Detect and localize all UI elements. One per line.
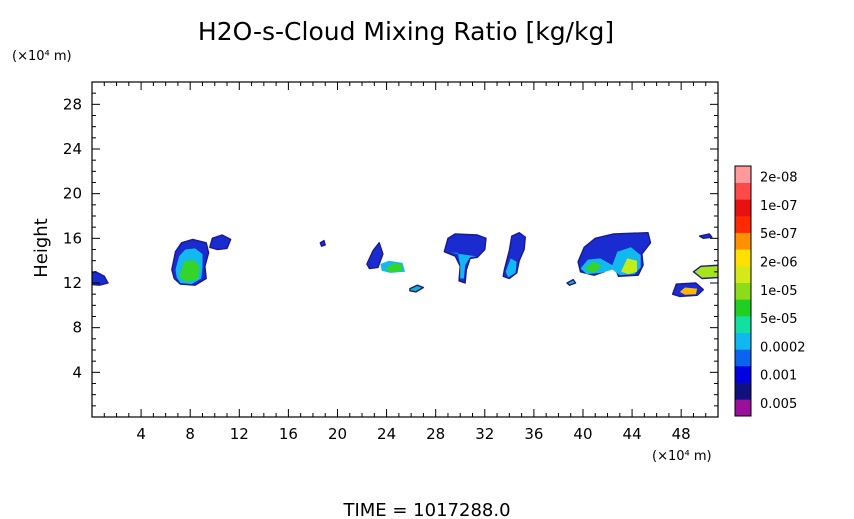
legend-label: 0.001: [760, 369, 797, 384]
legend-swatch: [735, 382, 751, 400]
cloud-field: [92, 231, 718, 298]
cloud-l-band-0: [692, 264, 718, 280]
legend-label: 2e-08: [760, 171, 798, 186]
x-tick-label: 40: [573, 425, 592, 443]
cloud-j-band-0: [566, 278, 577, 286]
y-axis-label: Height: [31, 218, 52, 278]
x-tick-label: 16: [279, 425, 298, 443]
legend-swatch: [735, 349, 751, 367]
cloud-k-band-1: [679, 287, 698, 295]
cloud-c-band-0: [209, 234, 232, 251]
legend-label: 1e-07: [760, 199, 798, 214]
y-tick-label: 8: [72, 319, 82, 337]
y-tick-label: 16: [63, 229, 82, 247]
legend-swatch: [735, 216, 751, 233]
y-unit-label: (×10⁴ m): [12, 49, 72, 64]
cloud-i: [577, 231, 652, 277]
cloud-f-band-0: [409, 284, 425, 293]
cloud-b: [171, 238, 210, 286]
x-tick-label: 24: [377, 425, 396, 443]
cloud-e-band-0: [366, 242, 384, 270]
legend-swatch: [735, 249, 751, 267]
color-legend: 0.005 0.001 0.0002 5e-05 1e-05 2e-06 5e-07 1e-0…: [734, 165, 806, 417]
cloud-i-band-3: [621, 258, 637, 275]
legend-label: 0.005: [760, 397, 797, 412]
cloud-m: [698, 233, 713, 240]
axis-ticks: [92, 82, 718, 417]
cloud-j: [566, 278, 577, 286]
x-tick-label: 32: [475, 425, 494, 443]
legend-label: 0.0002: [760, 340, 806, 355]
time-label: TIME = 1017288.0: [342, 500, 510, 519]
x-unit-label: (×10⁴ m): [652, 449, 712, 464]
legend-swatch: [735, 166, 751, 183]
legend-label: 5e-07: [760, 227, 798, 242]
legend-swatch: [735, 399, 751, 417]
cloud-i-band-2: [584, 261, 602, 273]
cloud-h: [502, 231, 526, 280]
x-tick-labels: 4 8 12 16 20 24 28 32 36 40 44 48: [136, 425, 690, 443]
x-tick-label: 20: [328, 425, 347, 443]
x-tick-label: 48: [672, 425, 691, 443]
chart-title: H2O-s-Cloud Mixing Ratio [kg/kg]: [198, 17, 614, 46]
legend-swatch: [735, 199, 751, 217]
y-tick-label: 20: [63, 185, 82, 203]
cloud-l: [692, 264, 718, 280]
cloud-k: [671, 282, 704, 298]
legend-label: 5e-05: [760, 312, 798, 327]
y-tick-label: 4: [72, 363, 82, 381]
legend-label: 1e-05: [760, 284, 798, 299]
legend-swatch: [735, 332, 751, 350]
cloud-f: [409, 284, 425, 293]
y-tick-label: 12: [63, 274, 82, 292]
cloud-g: [443, 233, 487, 284]
legend-swatch: [735, 266, 751, 283]
y-tick-label: 24: [63, 140, 82, 158]
y-tick-label: 28: [63, 95, 82, 113]
y-tick-labels: 4 8 12 16 20 24 28: [63, 95, 82, 381]
legend-swatch: [735, 366, 751, 383]
cloud-d: [319, 239, 326, 247]
cloud-g-band-1: [450, 252, 477, 279]
cloud-m-band-0: [698, 233, 713, 240]
legend-swatch: [735, 282, 751, 300]
cloud-h-band-1: [505, 258, 517, 278]
x-tick-label: 28: [426, 425, 445, 443]
legend-swatch: [735, 299, 751, 317]
legend-swatch: [735, 232, 751, 250]
x-tick-label: 8: [185, 425, 195, 443]
cloud-e: [366, 242, 405, 273]
cloud-b-band-2: [179, 259, 200, 282]
cloud-e-band-2: [385, 262, 403, 272]
legend-frame: [734, 165, 752, 417]
x-tick-label: 36: [524, 425, 543, 443]
legend-swatch: [735, 182, 751, 200]
legend-label: 2e-06: [760, 256, 798, 271]
legend-swatch: [735, 316, 751, 333]
x-tick-label: 4: [136, 425, 146, 443]
x-tick-label: 12: [230, 425, 249, 443]
x-tick-label: 44: [623, 425, 642, 443]
cloud-c: [209, 234, 232, 251]
cloud-d-band-0: [319, 239, 326, 247]
